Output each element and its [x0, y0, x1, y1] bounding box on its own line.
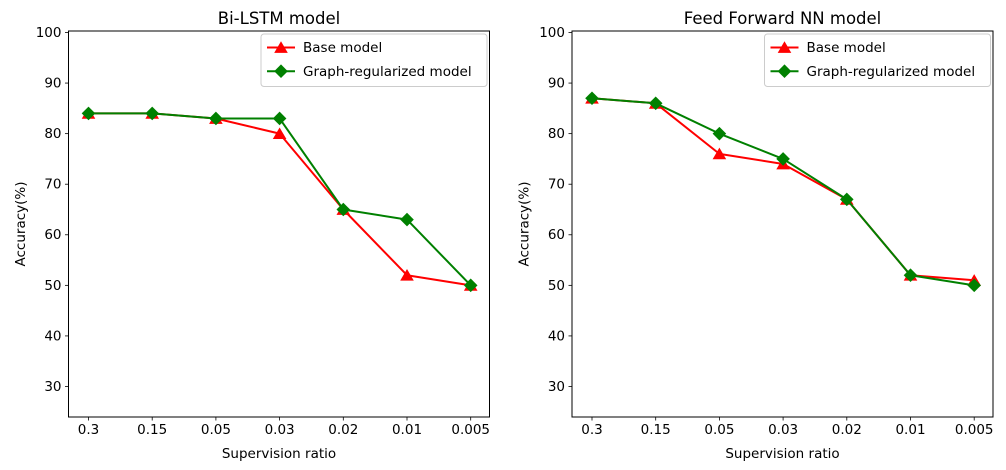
series-line-graph-regularized — [88, 112, 472, 287]
series-line-graph-regularized — [591, 97, 975, 287]
x-tick-label: 0.15 — [137, 422, 167, 438]
triangle-marker — [777, 41, 792, 53]
diamond-marker — [336, 202, 351, 217]
diamond-marker — [777, 64, 792, 78]
diamond-marker — [272, 111, 287, 126]
diamond-marker — [145, 106, 159, 121]
legend-label: Base model — [303, 40, 382, 56]
x-tick-label: 0.02 — [832, 422, 862, 438]
x-tick-label: 0.01 — [895, 422, 925, 438]
diamond-marker — [648, 96, 663, 111]
diamond-marker — [81, 106, 96, 121]
y-tick-label: 40 — [548, 328, 565, 344]
y-tick-label: 60 — [548, 227, 565, 243]
y-tick-label: 50 — [548, 278, 565, 294]
diamond-marker — [776, 152, 790, 166]
x-tick-label: 0.005 — [955, 422, 994, 438]
x-tick-label: 0.03 — [265, 422, 295, 438]
y-tick-label: 70 — [44, 177, 61, 193]
y-tick-label: 50 — [44, 278, 61, 294]
y-tick-label: 60 — [44, 227, 61, 243]
subplot-bilstm: Bi-LSTM model 100 90 80 70 60 50 40 30 0.3 0.15 0.0… — [13, 9, 490, 462]
x-tick-label: 0.03 — [768, 422, 798, 438]
y-tick-label: 30 — [44, 379, 61, 395]
legend-box — [260, 33, 488, 87]
y-tick-label: 100 — [539, 25, 565, 41]
diamond-marker — [712, 126, 727, 141]
diamond-marker — [463, 278, 478, 293]
y-tick-label: 80 — [548, 126, 565, 142]
legend-label: Graph-regularized model — [807, 64, 976, 80]
triangle-marker — [272, 127, 287, 140]
y-tick-label: 90 — [44, 76, 61, 92]
diamond-marker — [209, 111, 223, 126]
legend-label: Graph-regularized model — [303, 64, 472, 80]
diamond-marker — [840, 192, 854, 207]
subplot-feed-forward: Feed Forward NN model 100 90 80 70 60 50 40 30 0.… — [517, 9, 994, 462]
x-tick-label: 0.15 — [641, 422, 671, 438]
x-tick-label: 0.01 — [392, 422, 422, 438]
y-axis-label: Accuracy(%) — [517, 182, 533, 267]
y-tick-label: 80 — [44, 126, 61, 142]
diamond-marker — [903, 268, 918, 283]
diamond-marker — [967, 278, 981, 293]
subplot-title: Feed Forward NN model — [684, 9, 882, 28]
x-tick-label: 0.005 — [451, 422, 490, 438]
triangle-marker — [400, 269, 414, 281]
y-tick-label: 40 — [44, 328, 61, 344]
diamond-marker — [274, 64, 288, 78]
plot-frame — [68, 30, 490, 418]
x-tick-label: 0.05 — [704, 422, 734, 438]
y-tick-label: 30 — [548, 379, 565, 395]
y-tick-label: 90 — [548, 76, 565, 92]
x-axis-label: Supervision ratio — [222, 446, 336, 462]
y-tick-label: 70 — [548, 177, 565, 193]
subplot-title: Bi-LSTM model — [218, 9, 340, 28]
y-axis-label: Accuracy(%) — [13, 182, 29, 267]
x-tick-label: 0.3 — [581, 422, 602, 438]
legend-box — [764, 33, 991, 87]
diamond-marker — [400, 212, 414, 227]
x-tick-label: 0.05 — [201, 422, 231, 438]
series-line-base — [88, 112, 471, 287]
triangle-marker — [274, 41, 288, 53]
plot-frame — [571, 30, 994, 418]
triangle-marker — [712, 147, 727, 160]
x-axis-label: Supervision ratio — [725, 446, 839, 462]
legend-label: Base model — [807, 40, 886, 56]
x-tick-label: 0.02 — [328, 422, 358, 438]
series-line-base — [591, 97, 975, 282]
y-tick-label: 100 — [36, 25, 62, 41]
x-tick-label: 0.3 — [78, 422, 99, 438]
diamond-marker — [585, 91, 599, 106]
